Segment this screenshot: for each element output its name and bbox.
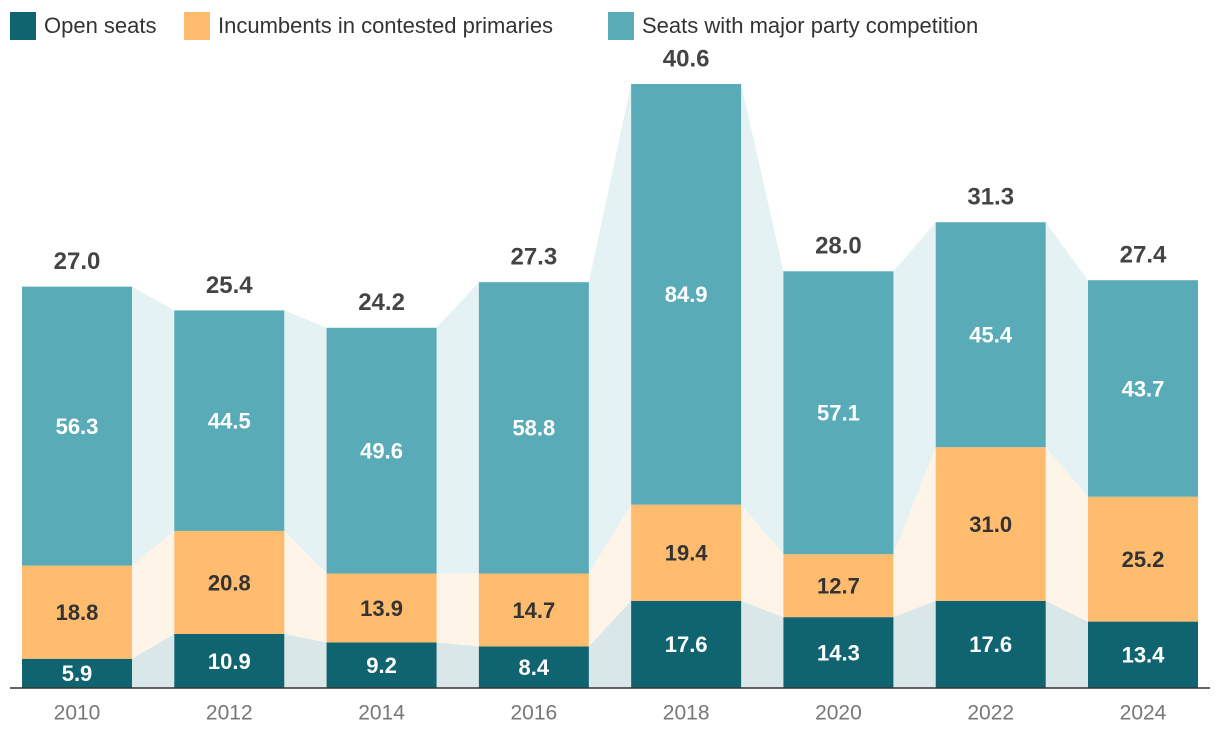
connector-band — [284, 530, 327, 643]
x-tick-label: 2012 — [206, 702, 253, 725]
connector-band — [741, 83, 784, 555]
bar-segment — [326, 327, 437, 574]
connector-band — [893, 447, 936, 618]
connector-band — [436, 573, 479, 647]
legend-label: Incumbents in contested primaries — [218, 13, 553, 38]
bar-segment — [783, 271, 894, 555]
connector-band — [436, 642, 479, 688]
bar-segment — [326, 573, 437, 643]
connector-band — [132, 633, 175, 688]
connector-band — [588, 504, 632, 647]
connector-band — [1045, 222, 1088, 497]
connector-band — [741, 504, 784, 618]
data-label: 12.7 — [817, 573, 860, 598]
bar-segment — [1088, 621, 1198, 688]
legend-label: Open seats — [44, 13, 157, 38]
data-label: 14.7 — [512, 598, 555, 623]
connector-band — [588, 83, 632, 574]
bar-segment — [1088, 280, 1198, 497]
bar-segment — [783, 617, 894, 688]
bar-segment — [22, 658, 132, 688]
bar-segment — [631, 600, 742, 688]
data-label: 45.4 — [969, 323, 1013, 348]
connector-band — [1045, 600, 1088, 688]
data-label: 8.4 — [519, 655, 550, 680]
data-label: 13.4 — [1122, 643, 1166, 668]
bar-segment — [326, 642, 437, 688]
data-label: 5.9 — [62, 661, 93, 686]
legend-swatch — [608, 12, 634, 40]
data-label: 10.9 — [208, 649, 251, 674]
total-label: 27.4 — [1120, 242, 1167, 269]
data-label: 25.2 — [1122, 547, 1165, 572]
x-tick-label: 2014 — [358, 702, 405, 725]
connector-band — [132, 286, 175, 566]
connector-band — [893, 222, 936, 555]
total-label: 40.6 — [663, 45, 710, 72]
bar-segment — [174, 633, 285, 688]
x-tick-label: 2024 — [1120, 702, 1167, 725]
data-label: 17.6 — [969, 632, 1012, 657]
connector-band — [284, 310, 327, 574]
data-label: 9.2 — [366, 653, 397, 678]
data-label: 57.1 — [817, 401, 860, 426]
total-label: 25.4 — [206, 272, 253, 299]
data-label: 44.5 — [208, 408, 251, 433]
connector-band — [893, 600, 936, 688]
bar-segment — [174, 530, 285, 634]
bar-segment — [935, 447, 1046, 601]
bar-segment — [478, 646, 589, 688]
bar-segment — [935, 222, 1046, 448]
total-label: 27.3 — [510, 244, 557, 271]
x-tick-label: 2018 — [663, 702, 710, 725]
bar-segment — [1088, 496, 1198, 622]
bar-segment — [174, 310, 285, 531]
data-label: 17.6 — [665, 632, 708, 657]
data-label: 13.9 — [360, 596, 403, 621]
data-label: 84.9 — [665, 282, 708, 307]
connector-bands — [132, 83, 1088, 688]
bar-segment — [631, 504, 742, 601]
bar-segment — [22, 565, 132, 659]
bar-segment — [22, 286, 132, 566]
x-tick-label: 2010 — [54, 702, 101, 725]
bar-segment — [631, 83, 742, 505]
bar-segment — [783, 554, 894, 618]
legend-swatch — [10, 12, 36, 40]
data-label: 20.8 — [208, 570, 251, 595]
total-label: 24.2 — [358, 289, 405, 316]
data-label: 56.3 — [56, 414, 99, 439]
bar-segment — [478, 573, 589, 647]
total-label: 31.3 — [967, 184, 1014, 211]
data-label: 43.7 — [1122, 376, 1165, 401]
connector-band — [436, 282, 479, 574]
data-label: 19.4 — [665, 541, 709, 566]
x-tick-label: 2022 — [967, 702, 1014, 725]
data-label: 14.3 — [817, 640, 860, 665]
data-label: 18.8 — [56, 600, 99, 625]
data-label: 49.6 — [360, 438, 403, 463]
connector-band — [588, 600, 632, 688]
bar-segment — [935, 600, 1046, 688]
data-label: 31.0 — [969, 512, 1012, 537]
total-label: 28.0 — [815, 233, 862, 260]
connector-band — [1045, 447, 1088, 622]
x-tick-label: 2016 — [510, 702, 557, 725]
legend-label: Seats with major party competition — [642, 13, 978, 38]
bar-segment — [478, 282, 589, 574]
connector-band — [741, 600, 784, 688]
legend-swatch — [184, 12, 210, 40]
total-label: 27.0 — [54, 248, 101, 275]
connector-band — [132, 530, 175, 659]
connector-band — [284, 633, 327, 688]
x-tick-label: 2020 — [815, 702, 862, 725]
data-label: 58.8 — [512, 416, 555, 441]
